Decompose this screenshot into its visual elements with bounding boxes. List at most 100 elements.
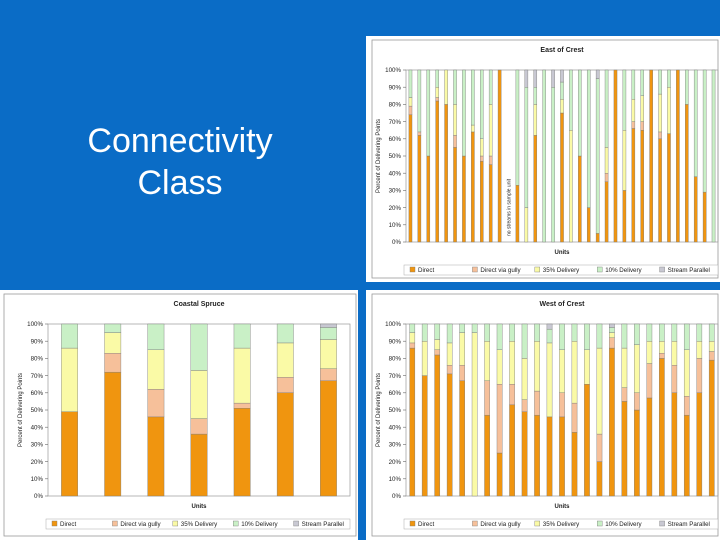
bar-segment-10-delivery [696, 323, 703, 342]
bar-segment-35-delivery [534, 341, 540, 392]
legend-swatch [472, 266, 478, 273]
bar-segment-stream-parallel [320, 323, 337, 328]
stacked-bar [578, 69, 582, 243]
bar-segment-direct [497, 69, 502, 243]
bar-segment-direct [622, 190, 627, 243]
bar-segment-direct-via-gully [276, 377, 294, 393]
legend-swatch [232, 520, 239, 527]
stacked-bar [696, 323, 703, 497]
bar-segment-10-delivery [521, 323, 528, 359]
bar-segment-35-delivery [190, 370, 208, 419]
bar-segment-10-delivery [320, 327, 337, 340]
chart-legend: Direct Direct via gully 35% Delivery 10% De… [45, 518, 351, 530]
bar-segment-direct [693, 176, 698, 243]
bar-segment-10-delivery [559, 323, 565, 350]
slide-title-line-2: Class [137, 164, 223, 202]
bar-segment-35-delivery [496, 349, 503, 385]
bar-segment-direct [480, 160, 484, 243]
bar-segment-35-delivery [546, 342, 553, 418]
bar-segment-direct [446, 373, 453, 497]
bar-segment-10-delivery [480, 69, 484, 140]
y-tick-label: 0% [34, 493, 43, 500]
stacked-bar [671, 323, 678, 497]
bar-segment-direct [560, 112, 564, 243]
x-axis-label: Units [192, 504, 208, 510]
bar-segment-direct-via-gully [417, 131, 422, 136]
bar-segment-10-delivery [708, 323, 715, 342]
legend-label: 10% Delivery [605, 521, 642, 528]
stacked-bar [702, 69, 707, 243]
bar-segment-35-delivery [559, 349, 565, 393]
bar-segment-direct [596, 461, 603, 497]
bar-segment-35-delivery [408, 97, 413, 107]
stacked-bar [444, 69, 448, 243]
legend-swatch [659, 266, 665, 273]
legend-swatch [409, 266, 416, 273]
stacked-bar [459, 323, 465, 497]
bar-segment-direct-via-gully [233, 402, 251, 409]
bar-segment-direct [634, 409, 640, 497]
west-of-crest-chart-panel: West of Crest 0% 10% 20% 30% 40% 50% 60% 70% 80% 9… [366, 290, 720, 540]
bar-segment-direct [444, 104, 448, 243]
bar-segment-10-delivery [509, 323, 515, 342]
stacked-bar [421, 323, 428, 497]
stacked-bar [646, 323, 653, 497]
bar-segment-direct [696, 392, 703, 497]
chart-title: East of Crest [540, 47, 584, 54]
bar-segment-direct [408, 114, 413, 243]
bar-segment-35-delivery [453, 104, 457, 136]
bar-segment-direct [104, 371, 122, 497]
bar-segment-direct [233, 408, 251, 497]
bar-segment-direct-via-gully [147, 389, 165, 418]
bar-segment-stream-parallel [533, 69, 538, 88]
bar-segment-10-delivery [711, 69, 716, 243]
bar-segment-35-delivery [61, 347, 78, 412]
bar-segment-10-delivery [276, 323, 294, 344]
legend-label: Direct [418, 521, 434, 528]
stacked-bar [634, 323, 640, 497]
stacked-bar [233, 323, 251, 497]
y-tick-label: 10% [389, 222, 402, 229]
bar-segment-10-delivery [683, 323, 690, 350]
bar-segment-10-delivery [595, 78, 600, 234]
stacked-bar [497, 69, 502, 243]
legend-swatch [534, 520, 541, 527]
bar-segment-direct [471, 131, 475, 243]
bar-segment-direct [595, 233, 600, 243]
bar-segment-10-delivery [462, 69, 466, 157]
bar-segment-35-delivery [696, 341, 703, 359]
bar-segment-direct [533, 135, 538, 243]
chart-title: Coastal Spruce [174, 301, 225, 308]
stacked-bar [453, 69, 457, 243]
bar-segment-direct [417, 135, 422, 243]
bar-segment-direct [484, 414, 490, 497]
bar-segment-direct [453, 147, 457, 243]
legend-label: Stream Parallel [302, 521, 344, 528]
stacked-bar [640, 69, 644, 243]
chart-title: West of Crest [540, 301, 586, 308]
stacked-bar [621, 323, 628, 497]
bar-segment-35-delivery [604, 147, 609, 174]
stacked-bar [276, 323, 294, 497]
bar-segment-direct [708, 359, 715, 497]
bar-segment-direct [421, 375, 428, 497]
stacked-bar [147, 323, 165, 497]
bar-segment-35-delivery [667, 87, 671, 134]
stacked-bar [515, 69, 520, 243]
bar-segment-10-delivery [622, 69, 627, 131]
bar-segment-10-delivery [426, 69, 431, 157]
bar-segment-10-delivery [604, 69, 609, 148]
bar-segment-direct-via-gully [683, 396, 690, 416]
bar-segment-35-delivery [521, 358, 528, 400]
stacked-bar [190, 323, 208, 497]
y-tick-label: 90% [31, 338, 44, 345]
bar-segment-direct-via-gully [434, 349, 441, 356]
legend-label: Stream Parallel [668, 267, 710, 274]
y-tick-label: 20% [389, 205, 402, 212]
x-axis-label: Units [555, 504, 571, 510]
bar-segment-direct-via-gully [435, 97, 439, 102]
bar-segment-35-delivery [320, 339, 337, 369]
bar-segment-35-delivery [631, 99, 636, 122]
coastal-spruce-chart-panel: Coastal Spruce 0% 10% 20% 30% 40% 50% 60% 70% 80%… [0, 290, 358, 540]
bar-segment-10-delivery [147, 323, 165, 350]
